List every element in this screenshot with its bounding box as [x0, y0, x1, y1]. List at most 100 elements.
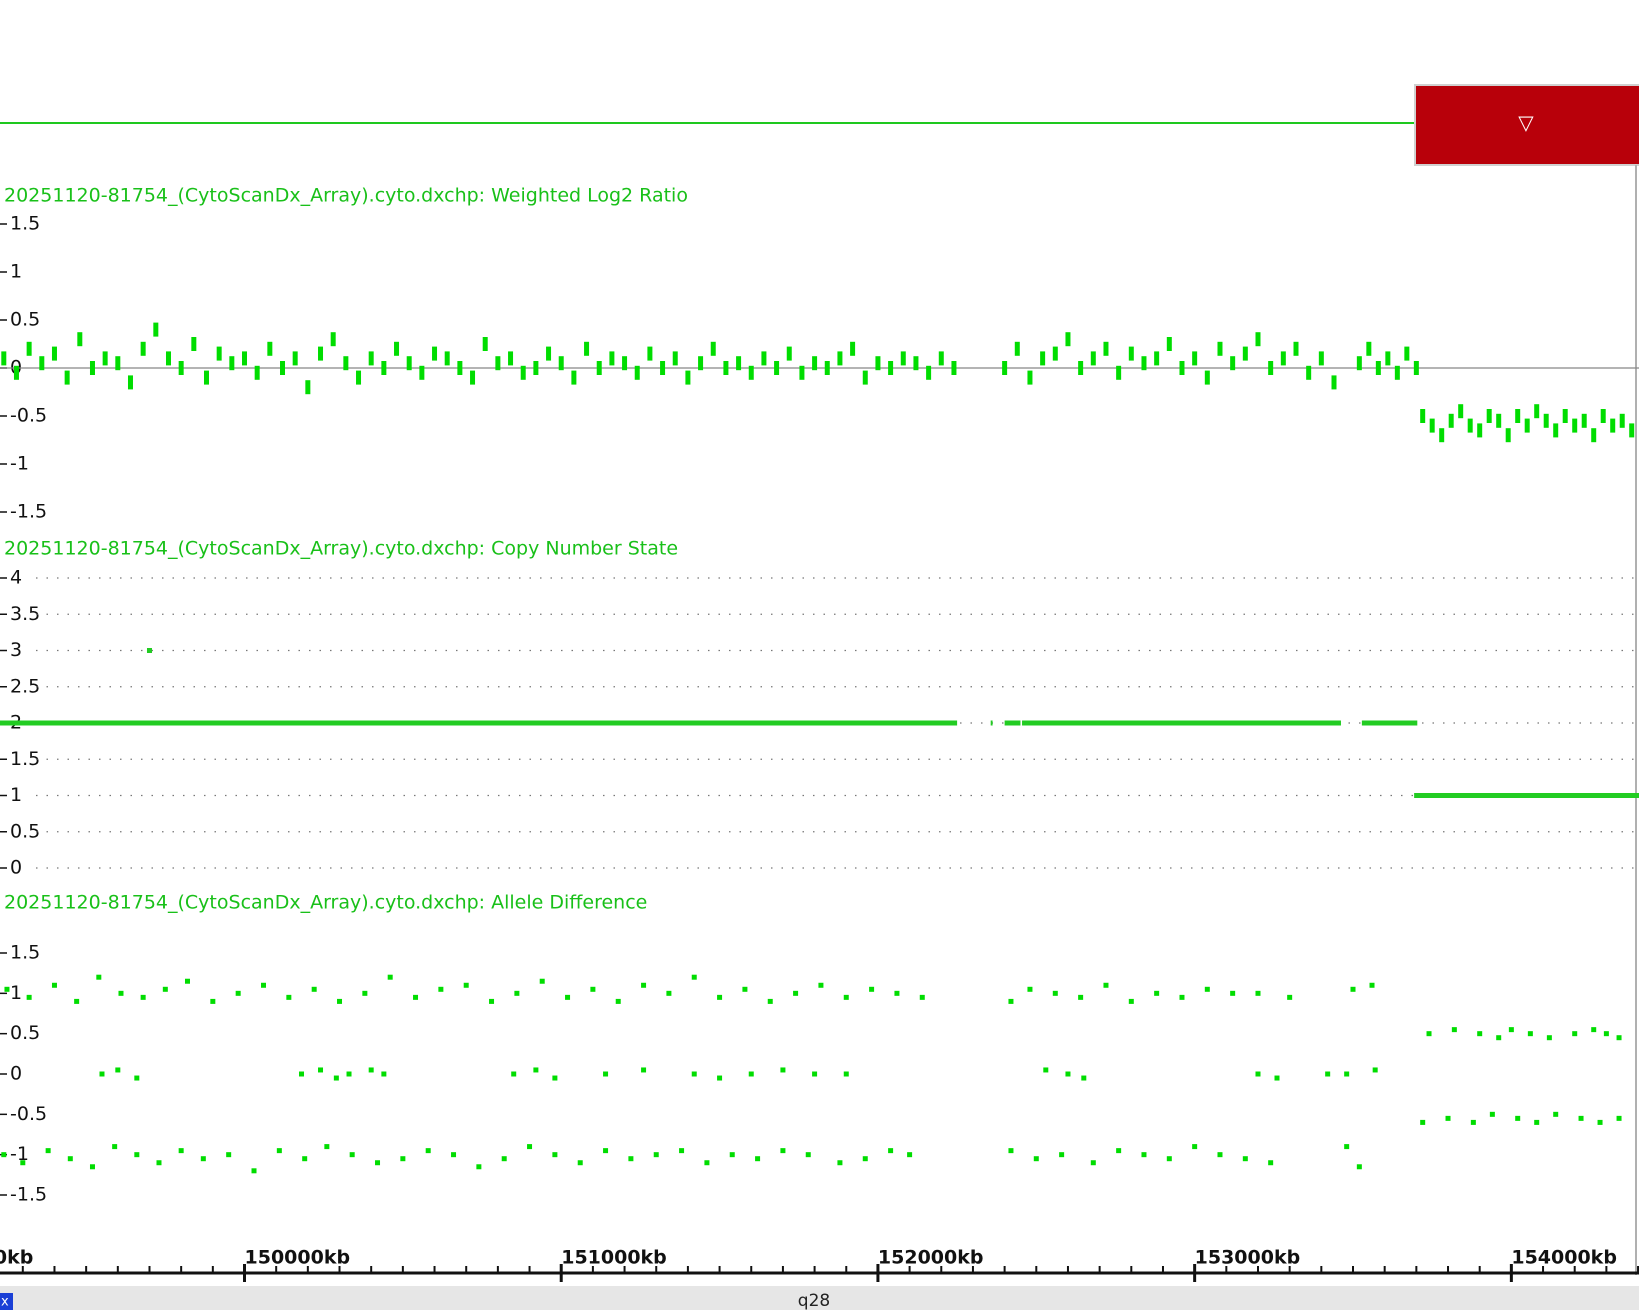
data-point: [1572, 1031, 1578, 1037]
data-point: [286, 994, 292, 1000]
data-point: [1014, 341, 1020, 356]
data-point: [1496, 413, 1502, 428]
data-point: [767, 998, 773, 1004]
data-point: [13, 365, 19, 380]
y-tick-label: 1: [10, 784, 22, 806]
data-point: [51, 982, 57, 988]
data-point: [413, 994, 419, 1000]
data-point: [229, 356, 235, 371]
data-point: [1591, 1027, 1597, 1033]
close-icon[interactable]: [0, 1293, 13, 1310]
data-point: [337, 998, 343, 1004]
data-point: [425, 1148, 431, 1154]
data-point: [4, 986, 10, 992]
y-tick-label: 3.5: [10, 603, 40, 625]
data-point: [660, 361, 666, 375]
region-box[interactable]: [1414, 84, 1639, 166]
data-point: [134, 1075, 140, 1081]
x-tick-label: 150000kb: [245, 1247, 351, 1269]
data-point: [302, 1156, 308, 1162]
data-point: [1508, 1027, 1514, 1033]
data-point: [533, 361, 539, 375]
data-point: [634, 365, 640, 380]
data-point: [1413, 361, 1419, 375]
data-point: [292, 351, 298, 366]
data-point: [1325, 1071, 1331, 1077]
data-point: [1116, 365, 1122, 380]
data-point: [470, 370, 476, 385]
data-point: [527, 1144, 533, 1150]
data-point: [736, 356, 742, 371]
data-point: [67, 1156, 73, 1162]
data-point: [210, 998, 216, 1004]
data-point: [330, 332, 336, 347]
data-point: [1166, 337, 1172, 351]
y-tick-label: 1.5: [10, 942, 40, 964]
data-point: [1090, 351, 1096, 366]
data-point: [565, 994, 571, 1000]
data-point: [89, 361, 95, 375]
data-point: [226, 1152, 232, 1158]
data-point: [1445, 1115, 1451, 1121]
data-point: [533, 1067, 539, 1073]
data-point: [723, 361, 729, 375]
data-point: [824, 361, 830, 375]
data-point: [1204, 986, 1210, 992]
data-point: [603, 1071, 609, 1077]
data-point: [1141, 356, 1147, 371]
data-point: [419, 365, 425, 380]
data-point: [1426, 1031, 1432, 1037]
data-point: [267, 341, 273, 356]
data-point: [805, 1152, 811, 1158]
y-tick-label: -1: [10, 1143, 29, 1165]
data-point: [1356, 356, 1362, 371]
data-point: [1103, 982, 1109, 988]
y-tick-label: 1: [10, 261, 22, 283]
data-point: [1356, 1164, 1362, 1170]
data-point: [178, 361, 184, 375]
data-point: [755, 1156, 761, 1162]
close-icon-x[interactable]: x: [1, 1295, 9, 1310]
data-point: [1572, 418, 1578, 433]
data-point: [134, 1152, 140, 1158]
data-point: [793, 990, 799, 996]
data-point: [1546, 1035, 1552, 1041]
data-point: [799, 365, 805, 380]
data-point: [39, 356, 45, 371]
y-tick-label: 1.5: [10, 748, 40, 770]
data-point: [1350, 986, 1356, 992]
data-point: [368, 351, 374, 366]
data-point: [1420, 409, 1426, 423]
data-point: [850, 341, 856, 356]
data-point: [938, 351, 944, 366]
data-point: [1230, 356, 1236, 371]
data-point: [1255, 990, 1261, 996]
y-tick-label: -1: [10, 453, 29, 475]
data-point: [1242, 1156, 1248, 1162]
track-title: 20251120-81754_(CytoScanDx_Array).cyto.d…: [4, 185, 688, 207]
data-point: [387, 974, 393, 980]
data-point: [698, 356, 704, 371]
data-point: [1404, 346, 1410, 361]
data-point: [1255, 332, 1261, 347]
data-point: [140, 994, 146, 1000]
data-point: [1242, 346, 1248, 361]
data-point: [1204, 370, 1210, 385]
data-point: [1394, 365, 1400, 380]
data-point: [1, 351, 7, 366]
data-point: [1274, 1075, 1280, 1081]
data-point: [1141, 1152, 1147, 1158]
data-point: [837, 351, 843, 366]
data-point: [628, 1156, 634, 1162]
data-point: [1515, 1115, 1521, 1121]
data-point: [1065, 1071, 1071, 1077]
data-point: [888, 1148, 894, 1154]
region-marker[interactable]: ▽: [1518, 111, 1534, 135]
data-point: [1116, 1148, 1122, 1154]
data-point: [843, 1071, 849, 1077]
data-point: [704, 1160, 710, 1166]
data-point: [679, 1148, 685, 1154]
data-point: [894, 990, 900, 996]
